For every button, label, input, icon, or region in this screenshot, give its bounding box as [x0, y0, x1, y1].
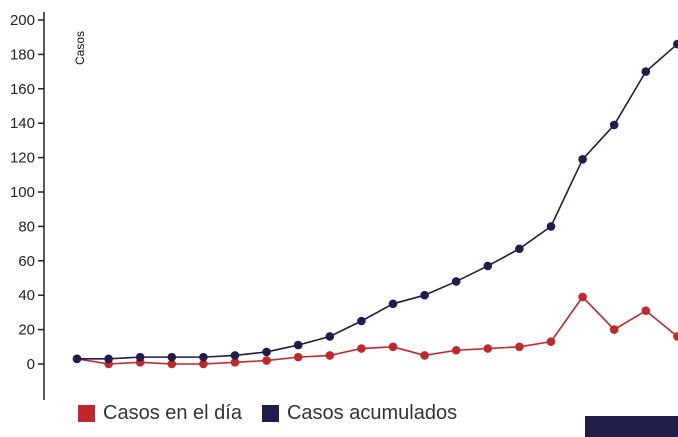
data-point [673, 39, 678, 49]
data-point [72, 354, 82, 364]
data-point [293, 340, 303, 350]
data-point [483, 261, 493, 271]
data-point [357, 344, 366, 353]
data-point [641, 306, 651, 315]
series-cumulative [72, 39, 678, 364]
legend-swatch-cumulative [261, 405, 279, 422]
data-point [262, 347, 271, 357]
data-point [199, 352, 208, 362]
data-point [388, 299, 398, 309]
y-tick-label: 60 [18, 253, 35, 270]
y-tick-label: 160 [10, 81, 35, 98]
data-point [104, 354, 113, 364]
y-tick-label: 20 [18, 322, 35, 339]
data-point [230, 357, 240, 367]
data-point [546, 337, 556, 346]
legend: Casos en el día Casos acumulados [78, 402, 457, 425]
data-point [641, 67, 651, 76]
data-point [609, 325, 619, 334]
data-point [199, 359, 208, 369]
y-tick-label: 0 [27, 356, 35, 373]
legend-label-daily: Casos en el día [103, 402, 242, 424]
data-point [578, 292, 587, 302]
legend-label-cumulative: Casos acumulados [286, 402, 458, 424]
series-layer [72, 39, 678, 369]
data-point [293, 352, 303, 362]
data-point [262, 356, 271, 365]
data-point [420, 351, 429, 360]
corner-overlay [585, 416, 678, 437]
data-point [451, 345, 461, 355]
data-point [673, 332, 678, 341]
data-point [325, 351, 335, 360]
y-tick-label: 120 [10, 150, 35, 167]
data-point [609, 120, 619, 130]
y-tick-label: 140 [10, 115, 35, 132]
y-axis: 0 20 40 60 80 100 120 140 160 180 200 [10, 12, 45, 400]
data-point [578, 155, 587, 164]
data-point [420, 290, 429, 300]
data-point [515, 244, 524, 254]
data-point [357, 316, 366, 326]
data-point [451, 277, 461, 286]
series-line [76, 295, 678, 365]
legend-item-daily: Casos en el día [78, 402, 242, 425]
legend-swatch-daily [78, 405, 95, 422]
y-axis-title: Casos [73, 31, 87, 65]
data-point [135, 352, 145, 362]
y-tick-label: 100 [10, 184, 35, 201]
data-point [167, 359, 177, 369]
data-point [167, 352, 177, 362]
series-line [77, 43, 678, 360]
y-tick-label: 180 [10, 46, 35, 63]
data-point [483, 344, 493, 353]
y-tick-label: 40 [18, 287, 35, 304]
data-point [325, 332, 335, 341]
y-tick-label: 200 [10, 12, 35, 29]
y-tick-label: 80 [18, 218, 35, 235]
data-point [515, 342, 524, 352]
data-point [388, 342, 398, 352]
data-point [546, 222, 556, 231]
legend-item-cumulative: Casos acumulados [261, 402, 458, 425]
data-point [230, 351, 240, 360]
